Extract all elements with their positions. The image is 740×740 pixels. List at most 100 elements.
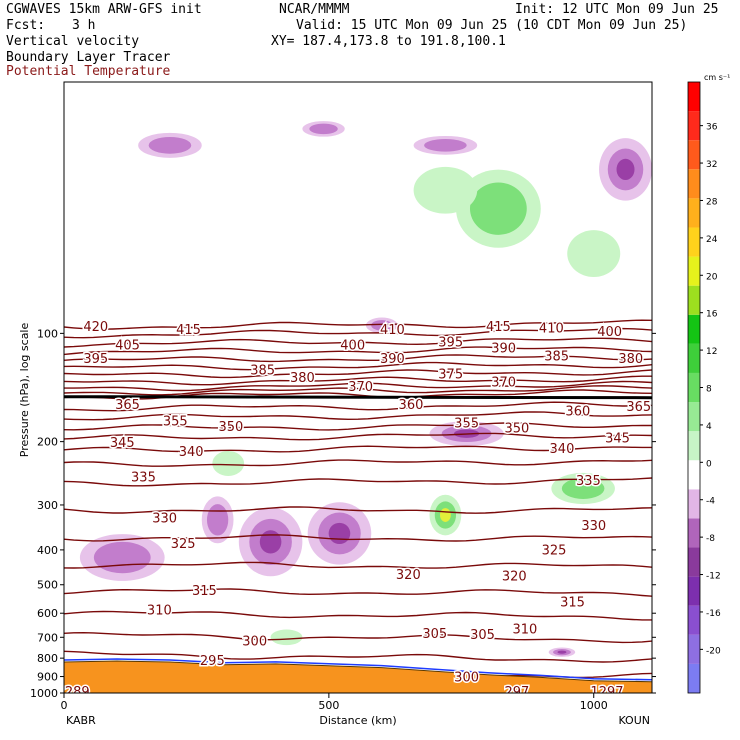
theta-label: 340: [179, 445, 204, 460]
model-title: CGWAVES 15km ARW-GFS init: [6, 2, 202, 17]
colorbar-swatch: [688, 285, 700, 315]
theta-contour-340: [64, 459, 652, 467]
y-tick-label: 400: [37, 544, 58, 557]
theta-label: 355: [454, 416, 479, 431]
left-station-label: KABR: [66, 714, 96, 727]
theta-label: 289: [65, 685, 90, 700]
colorbar-label: 24: [706, 235, 718, 245]
theta-label: 305: [470, 628, 495, 643]
theta-label: 315: [192, 584, 217, 599]
theta-contour-365: [64, 401, 652, 412]
colorbar-swatch: [688, 605, 700, 635]
colorbar-swatch: [688, 82, 700, 112]
updraft-region: [413, 166, 478, 214]
downdraft-region: [93, 541, 151, 574]
theta-label: 400: [340, 338, 365, 353]
downdraft-region: [259, 530, 282, 554]
theta-label: 415: [176, 323, 201, 338]
y-tick-label: 700: [37, 631, 58, 644]
theta-label: 380: [290, 371, 315, 386]
cross-section-endpoints: XY= 187.4,173.8 to 191.8,100.1: [271, 34, 506, 49]
colorbar-label: -8: [706, 534, 715, 544]
theta-label: 330: [152, 511, 177, 526]
theta-label: 340: [550, 442, 575, 457]
theta-label: 365: [115, 398, 140, 413]
colorbar-label: -12: [706, 572, 721, 582]
colorbar-label: 16: [706, 310, 718, 320]
theta-label: 335: [131, 471, 156, 486]
downdraft-region: [309, 123, 338, 135]
theta-contour-390: [64, 369, 652, 379]
field-boundary-layer-tracer: Boundary Layer Tracer: [6, 50, 171, 65]
theta-contour-300: [64, 650, 652, 663]
theta-label: 1297: [590, 685, 623, 700]
theta-contour-420: [64, 319, 652, 330]
downdraft-region: [371, 320, 393, 331]
colorbar-swatch: [688, 343, 700, 373]
colorbar-swatch: [688, 663, 700, 693]
colorbar-label: -16: [706, 609, 721, 619]
theta-label: 350: [505, 422, 530, 437]
theta-label: 345: [605, 431, 630, 446]
theta-label: 330: [581, 519, 606, 534]
updraft-region: [440, 508, 451, 522]
colorbar-swatch: [688, 489, 700, 519]
colorbar-swatch: [688, 460, 700, 490]
theta-label: 380: [618, 352, 643, 367]
theta-contour-310: [64, 610, 652, 621]
center-label: NCAR/MMMM: [279, 2, 350, 17]
theta-contour-labels: 420 415 410 415 410 400 405 400 395 390 385 380 395 3…: [64, 318, 652, 700]
theta-contour-410: [64, 337, 652, 348]
colorbar-label: -4: [706, 497, 715, 507]
downdraft-region: [206, 504, 229, 536]
terrain: [64, 660, 652, 693]
theta-label: 295: [200, 654, 225, 669]
theta-label: 305: [422, 627, 447, 642]
colorbar-label: 28: [706, 197, 718, 207]
theta-contour-325: [64, 534, 652, 542]
updraft-region: [469, 182, 527, 235]
theta-contour-315: [64, 588, 652, 597]
theta-label: 395: [83, 352, 108, 367]
theta-label: 310: [512, 622, 537, 637]
theta-contour-305: [64, 631, 652, 644]
y-tick-label: 200: [37, 436, 58, 449]
theta-contour-375: [64, 385, 652, 396]
colorbar-swatch: [688, 314, 700, 344]
theta-contour-350: [64, 432, 652, 441]
theta-label: 385: [544, 350, 569, 365]
y-tick-label: 300: [37, 499, 58, 512]
theta-label: 365: [626, 400, 651, 415]
theta-label: 297: [505, 685, 530, 700]
y-axis-label: Pressure (hPa), log scale: [18, 323, 31, 458]
y-tick-label: 600: [37, 607, 58, 620]
theta-label: 405: [115, 338, 140, 353]
theta-label: 370: [348, 380, 373, 395]
theta-contour-345: [64, 445, 652, 453]
colorbar-swatch: [688, 402, 700, 432]
theta-label: 355: [163, 415, 188, 430]
theta-label: 300: [242, 635, 267, 650]
theta-contour-355: [64, 422, 652, 431]
colorbar-label: 0: [706, 459, 712, 469]
colorbar-swatch: [688, 372, 700, 403]
y-tick-label: 900: [37, 671, 58, 684]
y-tick-label: 800: [37, 652, 58, 665]
colorbar-swatch: [688, 111, 700, 141]
theta-label: 410: [539, 322, 564, 337]
theta-label: 370: [491, 376, 516, 391]
colorbar-swatch: [688, 198, 700, 228]
theta-label: 385: [250, 364, 275, 379]
theta-contour-405: [64, 346, 652, 356]
x-tick-label: 0: [61, 699, 68, 712]
forecast-label: Fcst:: [6, 18, 46, 33]
downdraft-region: [557, 650, 567, 654]
theta-label: 310: [147, 604, 172, 619]
updraft-region: [561, 478, 605, 499]
updraft-region: [567, 230, 621, 278]
theta-label: 390: [491, 341, 516, 356]
colorbar-label: 8: [706, 385, 712, 395]
theta-label: 415: [486, 320, 511, 335]
y-tick-label: 100: [37, 327, 58, 340]
